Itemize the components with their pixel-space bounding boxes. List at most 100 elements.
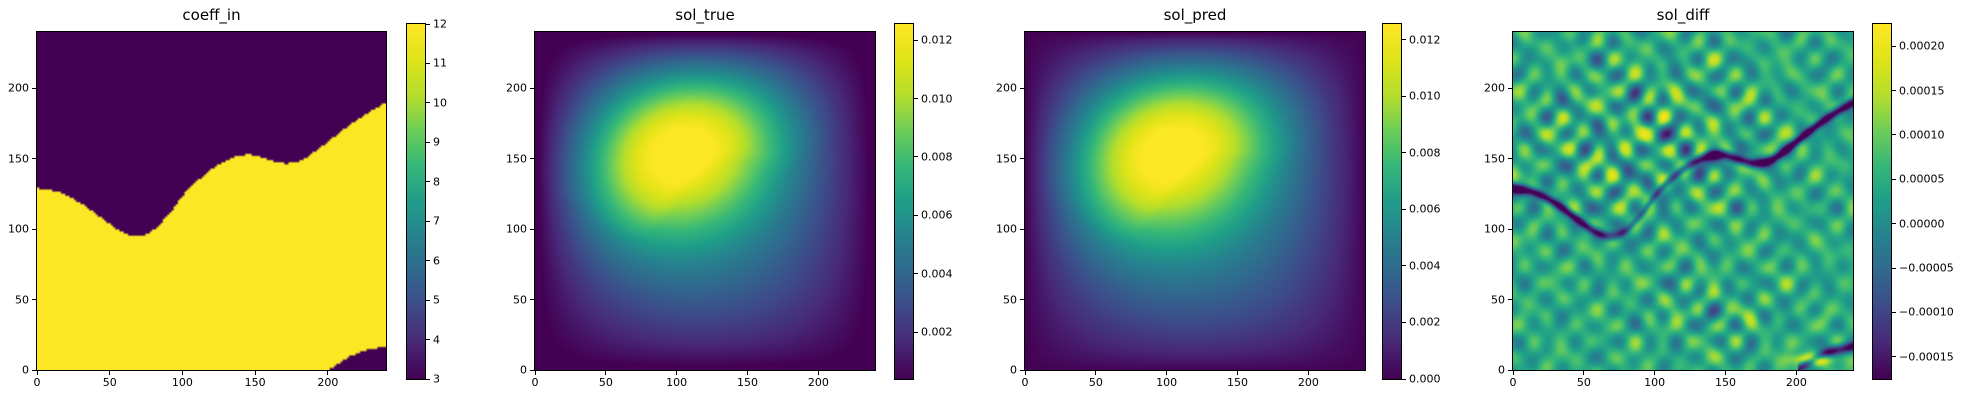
y-tick-mark (1020, 369, 1024, 371)
y-tick-mark (1020, 87, 1024, 89)
y-tick-label: 0 (520, 363, 527, 377)
colorbar-tick-label: 0.006 (921, 208, 953, 222)
x-tick-label: 0 (1509, 376, 1517, 389)
colorbar-tick-mark (914, 39, 918, 41)
y-tick-label: 200 (506, 81, 527, 95)
x-tick-mark (1095, 371, 1097, 375)
x-tick-mark (1512, 371, 1514, 375)
sol-pred-heatmap-canvas (1025, 32, 1365, 370)
colorbar-tick-label: 0.012 (921, 33, 953, 47)
subplot-sol-true: sol_true 0 50 100 150 200 0 50 100 150 200 0.012 0.… (495, 0, 990, 405)
colorbar-tick-label: −0.00005 (1899, 261, 1954, 275)
colorbar-tick-label: 6 (433, 254, 440, 268)
y-tick-mark (1508, 158, 1512, 160)
x-tick-label: 100 (1644, 376, 1666, 389)
colorbar-tick-label: 0.002 (1409, 315, 1441, 329)
colorbar-tick-mark (426, 299, 430, 301)
y-tick-mark (32, 369, 36, 371)
colorbar-tick-label: 3 (433, 372, 440, 386)
plot-title: sol_true (675, 6, 735, 24)
y-tick-label: 150 (8, 152, 29, 166)
y-tick-mark (32, 87, 36, 89)
colorbar-tick-label: 0.008 (921, 150, 953, 164)
colorbar-tick-label: 10 (433, 96, 447, 110)
y-tick-label: 200 (8, 81, 29, 95)
x-tick-label: 200 (1785, 376, 1807, 389)
y-tick-mark (1508, 299, 1512, 301)
colorbar-tick-label: 7 (433, 214, 440, 228)
colorbar-tick-label: 12 (433, 17, 447, 31)
colorbar-tick-mark (914, 331, 918, 333)
x-tick-mark (254, 371, 256, 375)
y-tick-label: 50 (513, 293, 527, 307)
y-tick-mark (530, 87, 534, 89)
colorbar-canvas (895, 24, 913, 379)
colorbar-tick-mark (1402, 39, 1406, 41)
y-tick-mark (530, 369, 534, 371)
x-tick-label: 200 (1297, 376, 1319, 389)
x-tick-label: 0 (1021, 376, 1029, 389)
colorbar-tick-mark (1892, 134, 1896, 136)
colorbar-tick-mark (426, 23, 430, 25)
x-tick-label: 100 (1156, 376, 1178, 389)
x-tick-mark (1307, 371, 1309, 375)
x-tick-mark (817, 371, 819, 375)
x-tick-label: 50 (598, 376, 613, 389)
y-tick-label: 100 (506, 222, 527, 236)
colorbar-tick-label: 0.00020 (1899, 39, 1945, 53)
colorbar-tick-mark (426, 260, 430, 262)
y-tick-mark (32, 228, 36, 230)
subplot-sol-pred: sol_pred 0 50 100 150 200 0 50 100 150 200 0.012 0.… (990, 0, 1484, 405)
colorbar-tick-label: 0.00015 (1899, 84, 1945, 98)
x-tick-mark (605, 371, 607, 375)
colorbar-tick-mark (1892, 223, 1896, 225)
x-tick-mark (1795, 371, 1797, 375)
y-tick-mark (1508, 228, 1512, 230)
colorbar-tick-label: 4 (433, 333, 440, 347)
plot-title: sol_diff (1656, 6, 1710, 24)
y-tick-mark (32, 299, 36, 301)
x-tick-mark (676, 371, 678, 375)
sol-true-heatmap-canvas (535, 32, 875, 370)
colorbar-tick-mark (426, 141, 430, 143)
x-tick-label: 100 (171, 376, 193, 389)
plot-title: coeff_in (182, 6, 241, 24)
x-tick-label: 150 (737, 376, 758, 389)
subplot-coeff-in: coeff_in 0 50 100 150 200 0 50 100 150 200 12 11 10 9… (0, 0, 495, 405)
x-tick-label: 0 (33, 376, 41, 389)
y-tick-label: 200 (1484, 81, 1505, 95)
plot-title: sol_pred (1163, 6, 1227, 24)
y-tick-label: 50 (15, 293, 29, 307)
x-tick-mark (1654, 371, 1656, 375)
colorbar-tick-label: 9 (433, 135, 440, 149)
y-tick-label: 50 (1491, 293, 1505, 307)
colorbar-tick-mark (426, 62, 430, 64)
colorbar-tick-label: 0.010 (921, 92, 953, 105)
colorbar-tick-mark (914, 98, 918, 99)
y-tick-label: 100 (1484, 222, 1505, 236)
x-tick-mark (327, 371, 329, 375)
colorbar-tick-label: 0.004 (1409, 259, 1441, 273)
colorbar-tick-label: 0.000 (1409, 372, 1441, 386)
colorbar-tick-mark (1892, 45, 1896, 47)
x-tick-label: 50 (1576, 376, 1591, 389)
y-tick-mark (32, 158, 36, 160)
y-tick-label: 50 (1003, 293, 1017, 307)
colorbar-tick-mark (426, 220, 430, 222)
colorbar (894, 23, 914, 380)
colorbar-tick-mark (1402, 265, 1406, 267)
heatmap-axes (36, 31, 387, 371)
colorbar-tick-label: 0.00010 (1899, 128, 1945, 142)
x-tick-mark (1166, 371, 1168, 375)
x-tick-mark (181, 371, 183, 375)
x-tick-label: 150 (1715, 376, 1736, 389)
y-tick-mark (1020, 158, 1024, 160)
colorbar-canvas (1873, 24, 1891, 379)
y-tick-label: 100 (996, 222, 1017, 236)
x-tick-mark (534, 371, 536, 375)
x-tick-label: 150 (1227, 376, 1248, 389)
x-tick-mark (747, 371, 748, 375)
y-tick-label: 200 (996, 81, 1017, 95)
colorbar-tick-mark (426, 102, 430, 104)
x-tick-mark (1237, 371, 1238, 375)
